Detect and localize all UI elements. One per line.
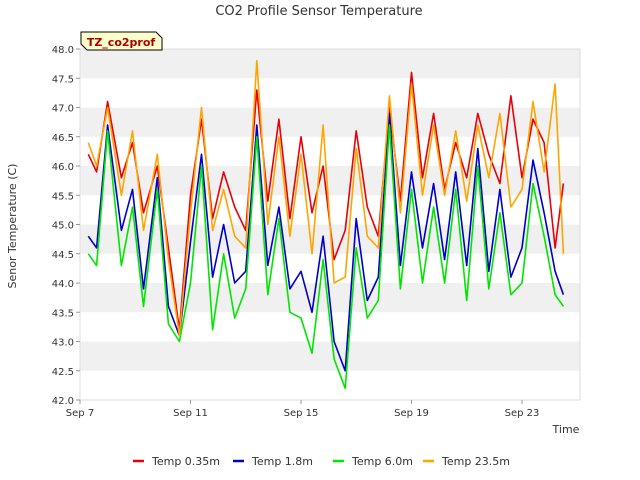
grid-band [80, 253, 580, 283]
y-tick-label: 47.5 [52, 74, 74, 85]
x-tick-label: Sep 11 [173, 408, 208, 419]
grid-band [80, 341, 580, 371]
chart-title: CO2 Profile Sensor Temperature [215, 4, 422, 19]
y-tick-label: 47.0 [52, 104, 74, 115]
y-tick-label: 44.0 [52, 279, 74, 290]
x-tick-label: Sep 23 [505, 408, 540, 419]
y-tick-label: 43.0 [52, 338, 74, 349]
grid-band [80, 107, 580, 137]
legend-item: Temp 23.5m [423, 455, 510, 468]
badge-label: TZ_co2prof [87, 36, 156, 49]
grid-band [80, 166, 580, 196]
legend: Temp 0.35m Temp 1.8m Temp 6.0m Temp 23.5m [133, 455, 510, 468]
legend-label: Temp 1.8m [251, 455, 313, 468]
legend-item: Temp 1.8m [233, 455, 313, 468]
x-axis-label: Time [552, 423, 580, 436]
y-axis-label: Senor Temperature (C) [6, 164, 19, 289]
y-tick-label: 44.5 [52, 250, 74, 261]
series-line-3 [87, 124, 565, 390]
legend-item: Temp 0.35m [133, 455, 220, 468]
site-badge: TZ_co2prof [80, 31, 163, 51]
legend-label: Temp 23.5m [441, 455, 510, 468]
y-tick-label: 46.5 [52, 133, 74, 144]
grid-band [80, 78, 580, 108]
y-tick-label: 43.5 [52, 308, 74, 319]
y-tick-label: 42.0 [52, 396, 74, 407]
y-tick-label: 48.0 [52, 45, 74, 56]
y-tick-label: 42.5 [52, 367, 74, 378]
y-tick-label: 45.5 [52, 191, 74, 202]
y-tick-label: 46.0 [52, 162, 74, 173]
legend-label: Temp 0.35m [151, 455, 220, 468]
grid-band [80, 49, 580, 79]
grid-band [80, 370, 580, 400]
legend-label: Temp 6.0m [351, 455, 413, 468]
series-line-4 [87, 59, 565, 337]
y-tick-label: 45.0 [52, 221, 74, 232]
series-line-2 [87, 112, 565, 372]
x-tick-label: Sep 15 [284, 408, 319, 419]
grid-band [80, 136, 580, 166]
series-layer [87, 59, 565, 390]
legend-item: Temp 6.0m [333, 455, 413, 468]
x-tick-label: Sep 7 [66, 408, 94, 419]
x-tick-label: Sep 19 [394, 408, 429, 419]
